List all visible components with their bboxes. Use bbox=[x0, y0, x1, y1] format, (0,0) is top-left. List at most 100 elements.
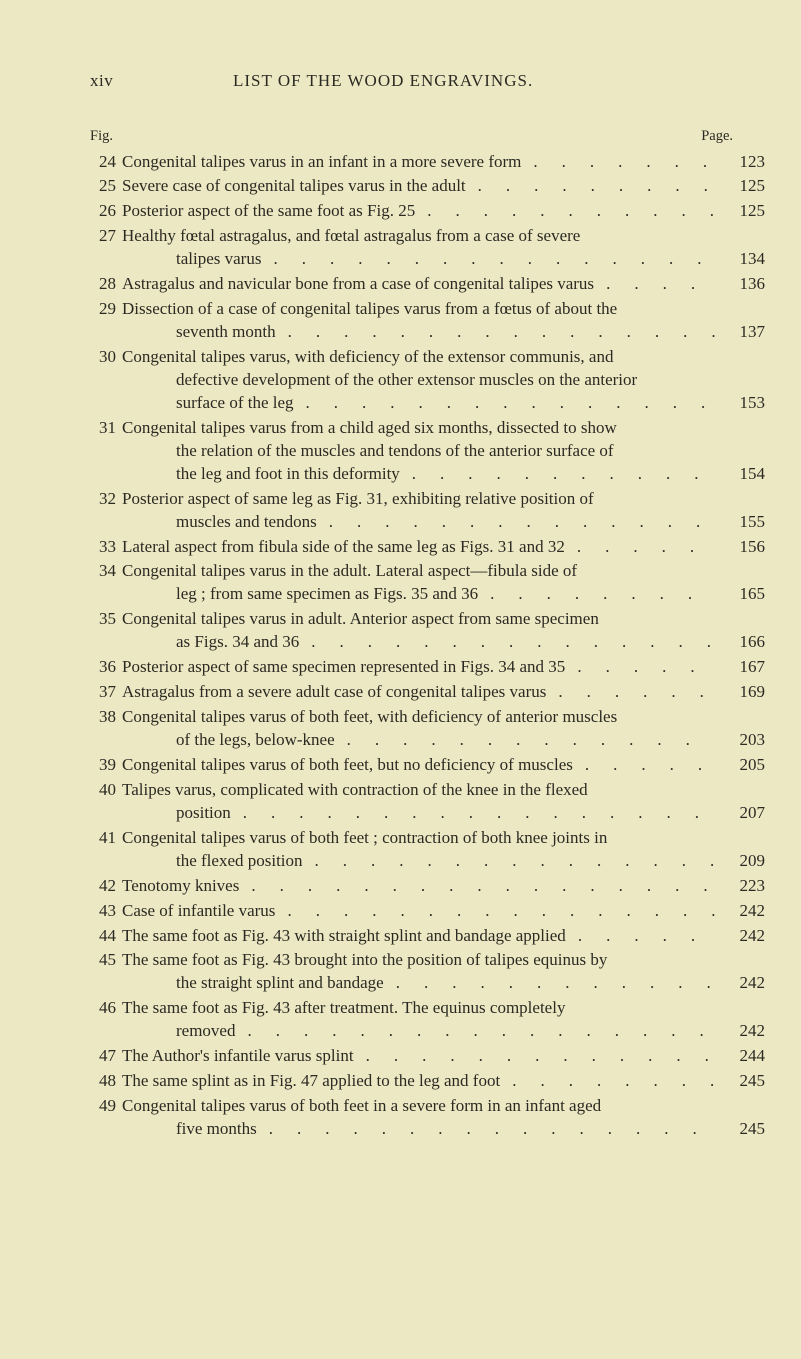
dot-leader: ........................................ bbox=[500, 1070, 715, 1089]
dot-leader: ........................................ bbox=[400, 463, 715, 482]
dot-leader: ........................................ bbox=[235, 1020, 715, 1039]
entry-text: Dissection of a case of congenital talip… bbox=[122, 298, 733, 321]
dot-leader: ........................................ bbox=[335, 729, 715, 748]
entry-number: 38 bbox=[90, 706, 116, 729]
dot-leader: ........................................ bbox=[257, 1118, 715, 1137]
dot-leader: ........................................ bbox=[261, 248, 715, 267]
list-entry: 32 Posterior aspect of same leg as Fig. 3… bbox=[90, 488, 733, 534]
entry-text: Case of infantile varus bbox=[122, 900, 275, 923]
entry-text-cont: leg ; from same specimen as Figs. 35 and… bbox=[122, 583, 478, 606]
entry-text: Congenital talipes varus in adult. Anter… bbox=[122, 608, 733, 631]
list-entry: 24Congenital talipes varus in an infant … bbox=[90, 151, 733, 174]
dot-leader: ........................................ bbox=[594, 273, 715, 292]
entry-page: 136 bbox=[725, 273, 765, 296]
dot-leader: ........................................ bbox=[231, 802, 715, 821]
entry-text: Astragalus from a severe adult case of c… bbox=[122, 681, 546, 704]
entry-page: 137 bbox=[725, 321, 765, 344]
entry-number: 36 bbox=[90, 656, 116, 679]
entry-text: The same foot as Fig. 43 after treatment… bbox=[122, 997, 733, 1020]
entry-number: 40 bbox=[90, 779, 116, 802]
list-entry: 48 The same splint as in Fig. 47 applied … bbox=[90, 1070, 733, 1093]
entry-page: 205 bbox=[725, 754, 765, 777]
entry-number: 33 bbox=[90, 536, 116, 559]
list-entry: 46 The same foot as Fig. 43 after treatme… bbox=[90, 997, 733, 1043]
entries-list: 24Congenital talipes varus in an infant … bbox=[90, 151, 733, 1141]
list-entry: 28Astragalus and navicular bone from a c… bbox=[90, 273, 733, 296]
entry-text: The Author's infantile varus splint bbox=[122, 1045, 354, 1068]
entry-number: 29 bbox=[90, 298, 116, 321]
entry-text-cont: talipes varus bbox=[122, 248, 261, 271]
entry-number: 25 bbox=[90, 175, 116, 198]
list-entry: 45The same foot as Fig. 43 brought into … bbox=[90, 949, 733, 995]
entry-page: 244 bbox=[725, 1045, 765, 1068]
entry-page: 153 bbox=[725, 392, 765, 415]
entry-page: 167 bbox=[725, 656, 765, 679]
entry-page: 134 bbox=[725, 248, 765, 271]
list-entry: 39Congenital talipes varus of both feet,… bbox=[90, 754, 733, 777]
list-entry: 40Talipes varus, complicated with contra… bbox=[90, 779, 733, 825]
entry-page: 123 bbox=[725, 151, 765, 174]
dot-leader: ........................................ bbox=[294, 392, 715, 411]
entry-text: Congenital talipes varus of both feet, w… bbox=[122, 706, 733, 729]
list-entry: 47The Author's infantile varus splint...… bbox=[90, 1045, 733, 1068]
entry-text: Posterior aspect of same leg as Fig. 31,… bbox=[122, 488, 733, 511]
entry-page: 207 bbox=[725, 802, 765, 825]
entry-text-cont: surface of the leg bbox=[122, 392, 294, 415]
entry-number: 48 bbox=[90, 1070, 116, 1093]
entry-text: Congenital talipes varus in an infant in… bbox=[122, 151, 521, 174]
entry-text: The same splint as in Fig. 47 applied to… bbox=[122, 1070, 500, 1093]
entry-number: 34 bbox=[90, 560, 116, 583]
entry-text: Posterior aspect of same specimen repres… bbox=[122, 656, 565, 679]
list-entry: 27Healthy fœtal astragalus, and fœtal as… bbox=[90, 225, 733, 271]
entry-page: 165 bbox=[725, 583, 765, 606]
entry-text-cont: of the legs, below-knee bbox=[122, 729, 335, 752]
entry-page: 209 bbox=[725, 850, 765, 873]
entry-text-cont: defective development of the other exten… bbox=[122, 369, 733, 392]
list-entry: 49 Congenital talipes varus of both feet … bbox=[90, 1095, 733, 1141]
list-entry: 38 Congenital talipes varus of both feet,… bbox=[90, 706, 733, 752]
entry-text: Congenital talipes varus of both feet ; … bbox=[122, 827, 733, 850]
dot-leader: ........................................ bbox=[317, 511, 715, 530]
entry-text: Congenital talipes varus of both feet in… bbox=[122, 1095, 733, 1118]
entry-text-cont: as Figs. 34 and 36 bbox=[122, 631, 299, 654]
entry-text-cont: position bbox=[122, 802, 231, 825]
entry-number: 35 bbox=[90, 608, 116, 631]
dot-leader: ........................................ bbox=[478, 583, 715, 602]
entry-number: 28 bbox=[90, 273, 116, 296]
entry-number: 39 bbox=[90, 754, 116, 777]
entry-text: Tenotomy knives bbox=[122, 875, 239, 898]
list-entry: 34Congenital talipes varus in the adult.… bbox=[90, 560, 733, 606]
entry-text-cont: the leg and foot in this deformity bbox=[122, 463, 400, 486]
entry-number: 30 bbox=[90, 346, 116, 369]
entry-text: Lateral aspect from fibula side of the s… bbox=[122, 536, 565, 559]
page-title: LIST OF THE WOOD ENGRAVINGS. bbox=[63, 70, 703, 93]
entry-page: 242 bbox=[725, 900, 765, 923]
entry-number: 37 bbox=[90, 681, 116, 704]
entry-page: 125 bbox=[725, 200, 765, 223]
entry-text-cont: five months bbox=[122, 1118, 257, 1141]
entry-text: The same foot as Fig. 43 brought into th… bbox=[122, 949, 733, 972]
entry-text: Healthy fœtal astragalus, and fœtal astr… bbox=[122, 225, 733, 248]
entry-number: 46 bbox=[90, 997, 116, 1020]
dot-leader: ........................................ bbox=[565, 656, 715, 675]
entry-number: 49 bbox=[90, 1095, 116, 1118]
dot-leader: ........................................ bbox=[276, 321, 715, 340]
entry-text-cont: muscles and tendons bbox=[122, 511, 317, 534]
entry-text-cont: removed bbox=[122, 1020, 235, 1043]
entry-number: 41 bbox=[90, 827, 116, 850]
dot-leader: ........................................ bbox=[565, 536, 715, 555]
entry-number: 32 bbox=[90, 488, 116, 511]
entry-page: 242 bbox=[725, 925, 765, 948]
entry-page: 242 bbox=[725, 1020, 765, 1043]
entry-text: The same foot as Fig. 43 with straight s… bbox=[122, 925, 566, 948]
list-entry: 25Severe case of congenital talipes varu… bbox=[90, 175, 733, 198]
entry-number: 31 bbox=[90, 417, 116, 440]
entry-page: 154 bbox=[725, 463, 765, 486]
entry-text: Posterior aspect of the same foot as Fig… bbox=[122, 200, 415, 223]
col-fig-label: Fig. bbox=[90, 127, 113, 147]
dot-leader: ........................................ bbox=[354, 1045, 715, 1064]
list-entry: 29 Dissection of a case of congenital tal… bbox=[90, 298, 733, 344]
dot-leader: ........................................ bbox=[299, 631, 715, 650]
entry-number: 43 bbox=[90, 900, 116, 923]
entry-page: 169 bbox=[725, 681, 765, 704]
